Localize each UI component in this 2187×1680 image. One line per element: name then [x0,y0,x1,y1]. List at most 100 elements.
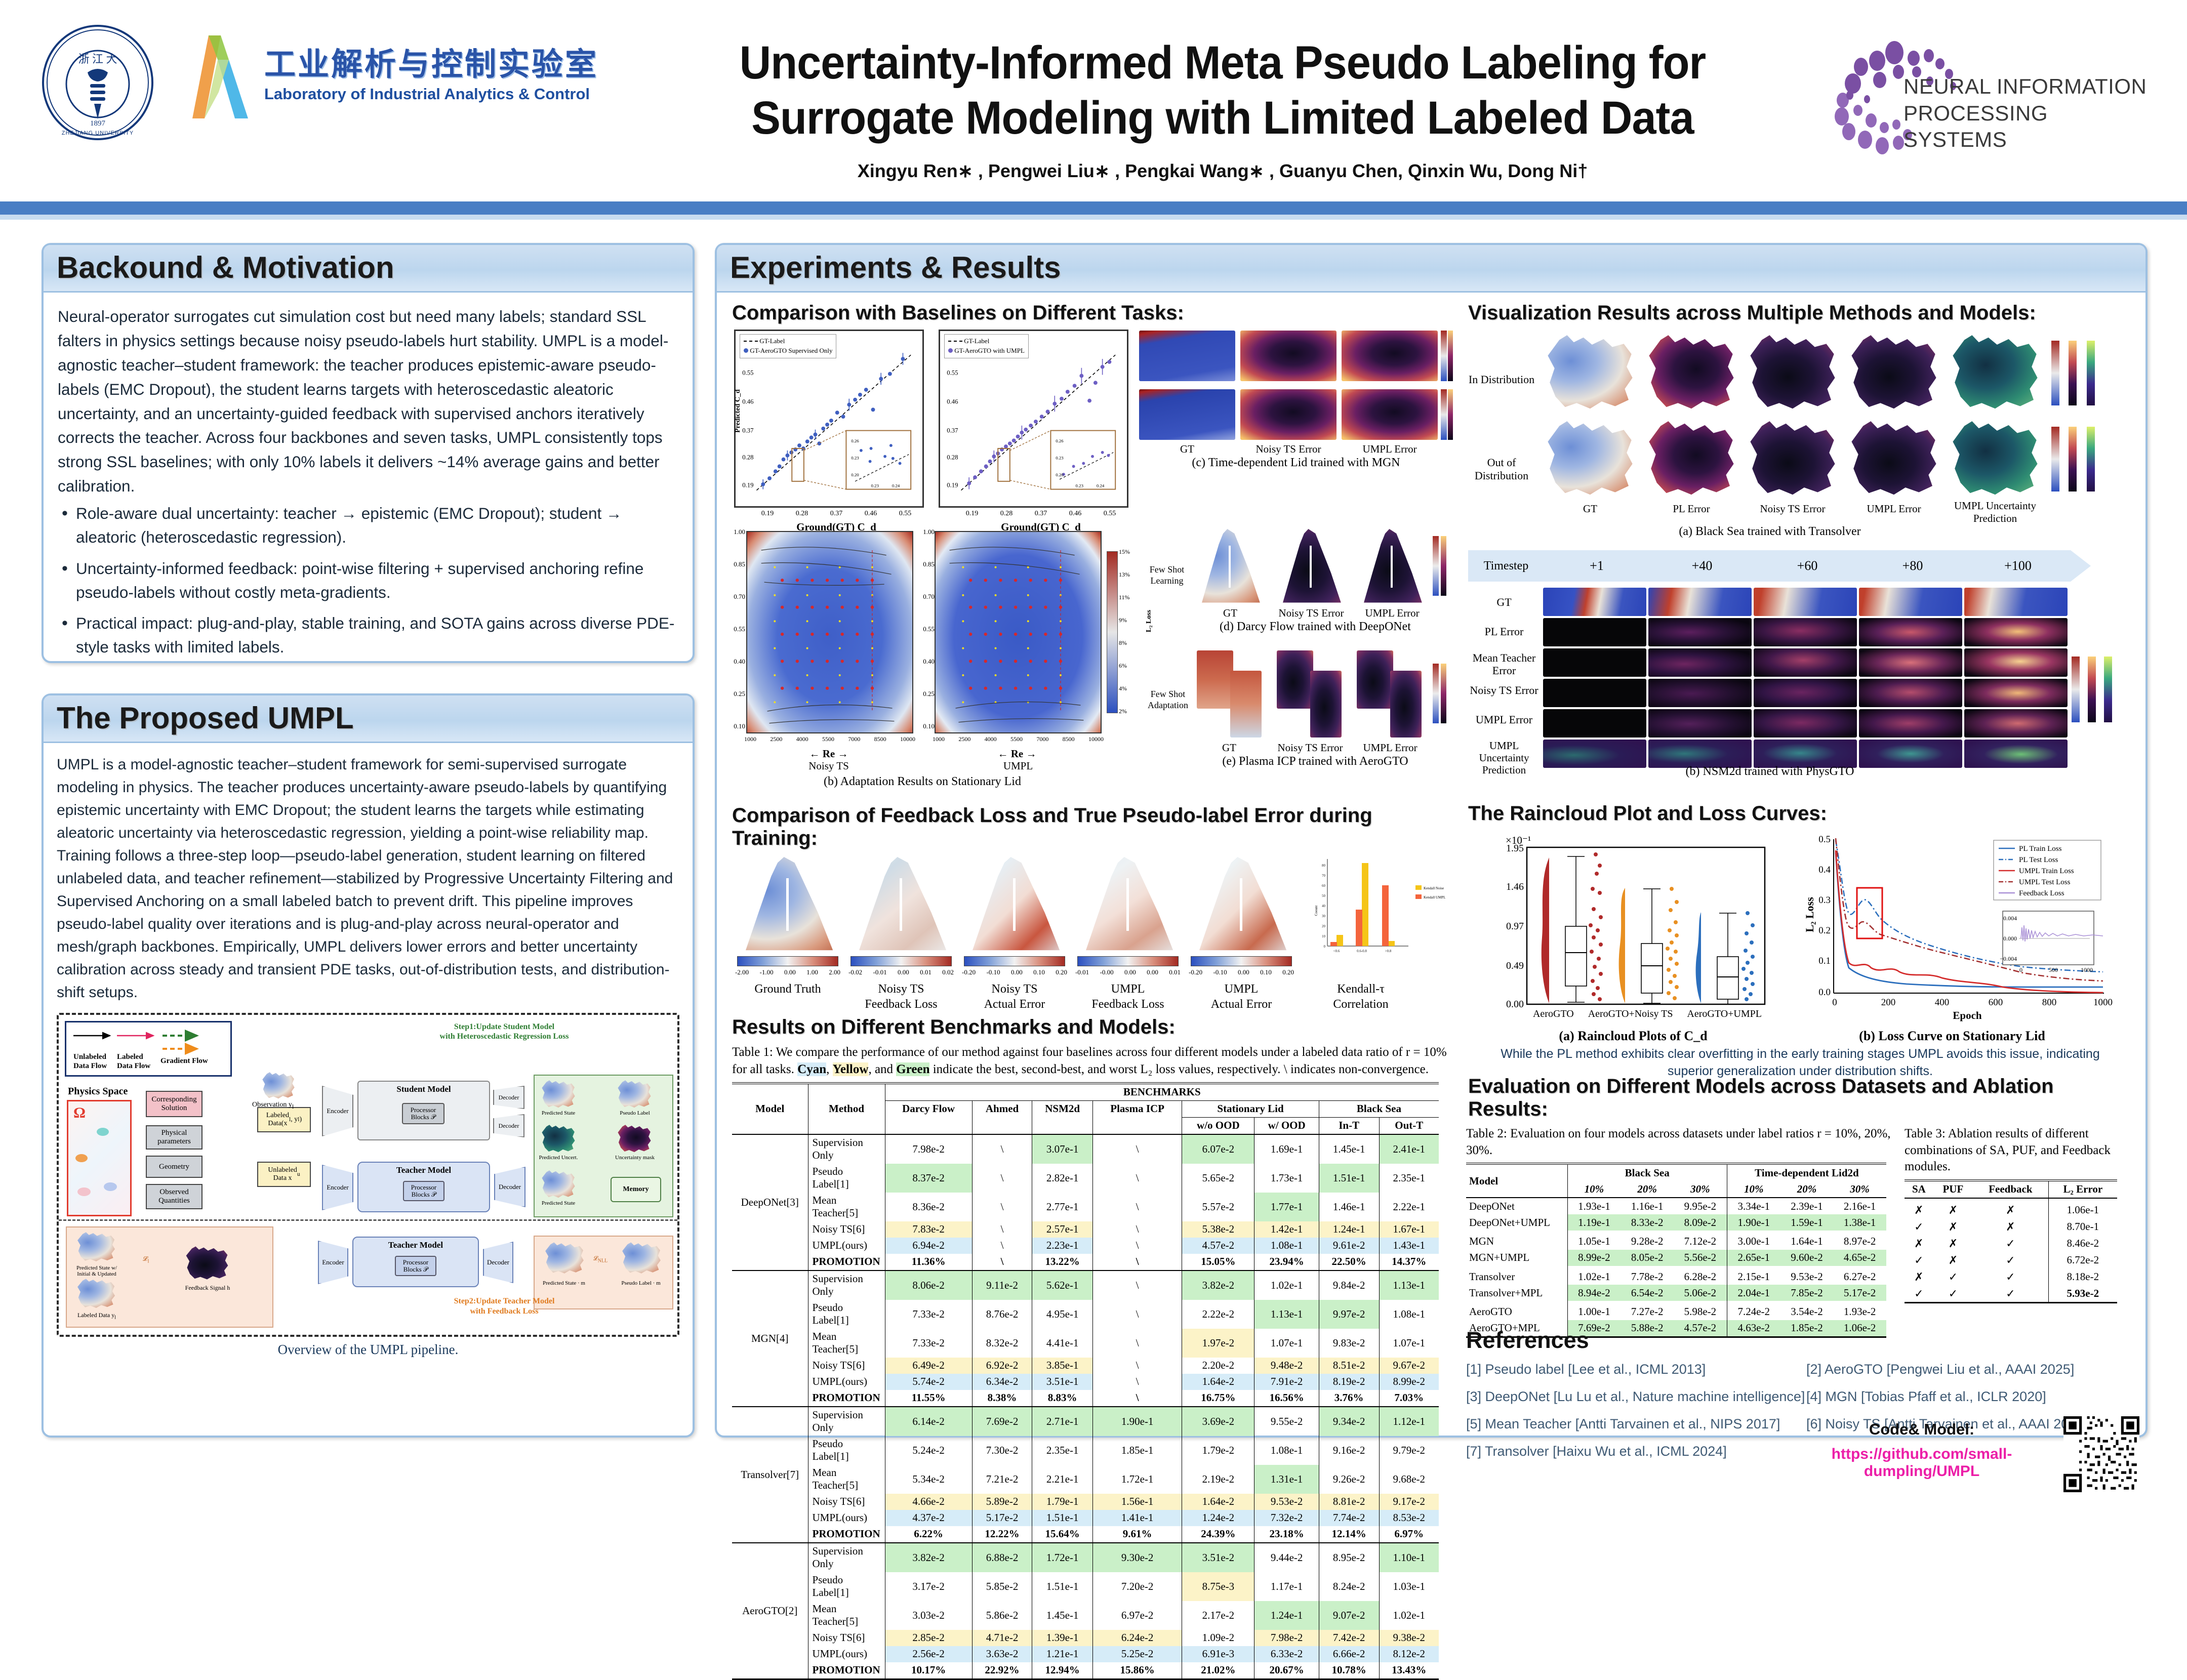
correlation-ylabel: Predicted C_d [734,389,742,433]
svg-text:1000: 1000 [2093,997,2113,1008]
table-cell: 3.85e-1 [1032,1358,1093,1374]
table-cell: 8.33e-2 [1621,1214,1674,1231]
table-cell: 6.24e-2 [1092,1630,1182,1646]
table-cell: 7.30e-2 [972,1436,1032,1465]
table-row-model: MGN [1466,1231,1567,1250]
svg-text:UMPL Train Loss: UMPL Train Loss [2019,867,2074,875]
feedback-signal-img [183,1246,231,1281]
table-row-model: Transolver+MPL [1466,1285,1567,1301]
table-row-method: UMPL(ours) [808,1510,885,1526]
table-row-method: PROMOTION [808,1254,885,1271]
table-cell: 2.04e-1 [1727,1285,1780,1301]
panel-c-caption: (c) Time-dependent Lid trained with MGN [1139,456,1453,470]
experiments-panel: Experiments & Results Comparison with Ba… [715,243,2148,1438]
fb-label: UMPL Feedback Loss [1074,981,1182,1012]
table-cell: 9.61e-2 [1319,1238,1379,1254]
table-cell: 9.11e-2 [972,1271,1032,1300]
table-cell: 1.67e-1 [1379,1221,1439,1238]
table-cell: 16.75% [1182,1390,1254,1407]
reference-item: [4] MGN [Tobias Pfaff et al., ICLR 2020] [1806,1390,2046,1404]
svg-text:400: 400 [1935,997,1950,1008]
table-cell: 1.45e-1 [1319,1134,1379,1164]
svg-text:0.0: 0.0 [1818,987,1831,998]
table-row-method: Supervision Only [808,1134,885,1164]
ablation-mark: ✗ [1933,1198,1973,1219]
table-cell: 3.07e-1 [1032,1134,1093,1164]
svg-text:10: 10 [1322,934,1326,938]
table-cell: 9.97e-2 [1319,1300,1379,1329]
table-cell: 9.38e-2 [1379,1630,1439,1646]
table-cell: 10.17% [885,1662,972,1679]
header-divider [0,201,2187,215]
code-url[interactable]: https://github.com/small-dumpling/UMPL [1780,1446,2063,1480]
table-cell: 2.19e-2 [1182,1465,1254,1494]
table-row: ✓✗✓6.72e-2 [1905,1252,2117,1268]
table-cell: 7.12e-2 [1674,1231,1727,1250]
table-cell: 6.97% [1379,1526,1439,1543]
table-row-method: Pseudo Label[1] [808,1572,885,1601]
table-cell: 5.57e-2 [1182,1193,1254,1221]
observation-label: Observation yl [252,1101,294,1110]
table-cell: 12.14% [1319,1526,1379,1543]
table-cell: 1.51e-1 [1032,1510,1093,1526]
table-cell: 6.22% [885,1526,972,1543]
table-cell: 9.16e-2 [1319,1436,1379,1465]
decoder-student: Decoder [493,1086,524,1109]
table-cell: 4.37e-2 [885,1510,972,1526]
table-cell: 21.02% [1182,1662,1254,1679]
table-cell: 6.28e-2 [1674,1266,1727,1285]
table-cell: 2.71e-1 [1032,1407,1093,1436]
table-cell: 1.02e-1 [1379,1601,1439,1630]
loss-curve-caption: (b) Loss Curve on Stationary Lid [1820,1029,2084,1044]
table-cell: 1.51e-1 [1319,1164,1379,1193]
ablation-mark: ✗ [1933,1235,1973,1252]
table-cell: 1.08e-1 [1254,1436,1319,1465]
table-cell: 9.48e-2 [1254,1358,1319,1374]
table3-body: ✗✗✗1.06e-1✓✗✗8.70e-1✗✗✓8.46e-2✓✗✓6.72e-2… [1905,1198,2117,1304]
svg-text:600: 600 [1989,997,2003,1008]
table-cell: 2.21e-1 [1032,1465,1093,1494]
qr-code[interactable] [2063,1416,2139,1492]
svg-text:20: 20 [1322,924,1326,928]
table-cell: 6.33e-2 [1254,1646,1319,1662]
ablation-mark: ✗ [1905,1198,1933,1219]
feedback-loss-heading: Comparison of Feedback Loss and True Pse… [732,804,1454,850]
ablation-mark: ✓ [1905,1252,1933,1268]
table-cell: 6.07e-2 [1182,1134,1254,1164]
table-cell: \ [1092,1193,1182,1221]
table-cell: 2.56e-2 [885,1646,972,1662]
table-cell: 2.85e-2 [885,1630,972,1646]
table-cell: 24.39% [1182,1526,1254,1543]
table-cell: 2.35e-1 [1032,1436,1093,1465]
svg-text:0.20: 0.20 [851,472,859,477]
table-row-method: Pseudo Label[1] [808,1300,885,1329]
table-cell: 1.38e-1 [1833,1214,1886,1231]
table-cell: 1.90e-1 [1092,1407,1182,1436]
table-cell: 6.94e-2 [885,1238,972,1254]
table-cell: 16.56% [1254,1390,1319,1407]
reference-item: [7] Transolver [Haixu Wu et al., ICML 20… [1466,1445,1727,1458]
encoder-teacher-2: Encoder [318,1241,348,1284]
table-row: ✗✗✓8.46e-2 [1905,1235,2117,1252]
pipeline-caption: Overview of the UMPL pipeline. [57,1342,679,1358]
svg-text:0.5: 0.5 [1818,834,1831,845]
ablation-mark: ✓ [1973,1235,2048,1252]
table-row-method: UMPL(ours) [808,1646,885,1662]
table-cell: 9.28e-2 [1621,1231,1674,1250]
table-cell: 1.24e-1 [1319,1221,1379,1238]
table-cell: 2.20e-2 [1182,1358,1254,1374]
visualization-b-caption: (b) NSM2d trained with PhysGTO [1593,765,1947,778]
svg-text:0.24: 0.24 [1097,483,1105,488]
table-row-method: Mean Teacher[5] [808,1329,885,1358]
ablation-mark: ✗ [1933,1218,1973,1235]
table-cell: 14.37% [1379,1254,1439,1271]
svg-text:0.20: 0.20 [1056,472,1064,477]
table-cell: 1.64e-1 [1780,1231,1834,1250]
